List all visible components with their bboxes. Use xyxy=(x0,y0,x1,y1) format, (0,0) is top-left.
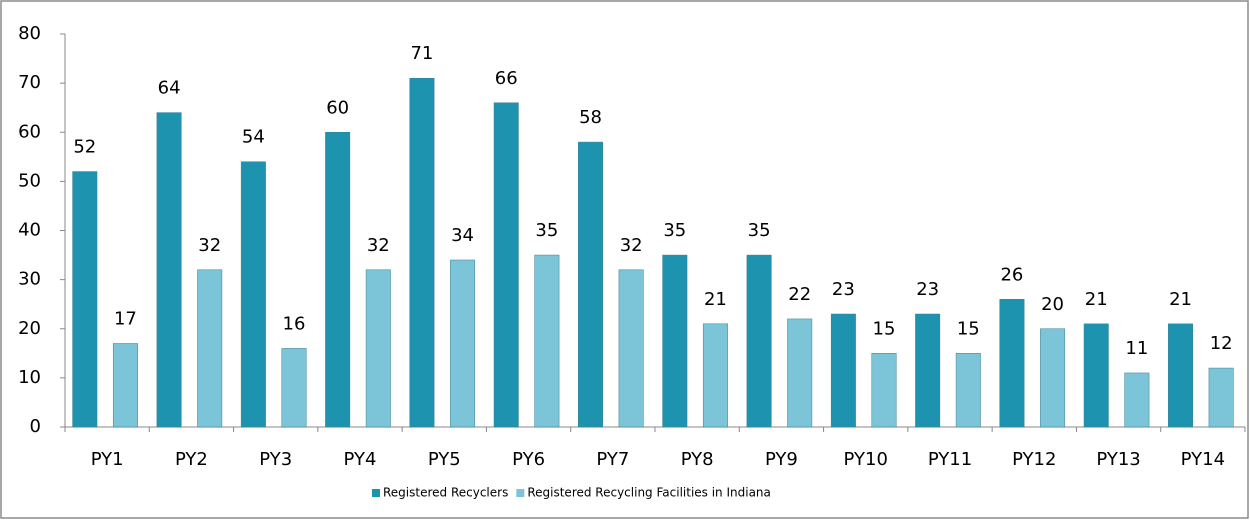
data-label: 32 xyxy=(198,235,221,256)
data-label: 15 xyxy=(957,318,980,339)
bar xyxy=(493,102,519,428)
bar xyxy=(112,343,138,428)
y-tick-label: 80 xyxy=(18,23,41,44)
bar xyxy=(915,313,941,428)
bar xyxy=(746,254,772,428)
bar xyxy=(1040,328,1066,428)
y-tick-label: 10 xyxy=(18,367,41,388)
legend-label: Registered Recyclers xyxy=(383,486,508,500)
bar xyxy=(156,112,182,428)
bar xyxy=(281,348,307,428)
x-tick-label: PY4 xyxy=(344,449,377,470)
y-tick-label: 0 xyxy=(30,416,41,437)
bar xyxy=(197,269,223,428)
data-label: 54 xyxy=(242,127,265,148)
data-label: 64 xyxy=(158,78,181,99)
bar xyxy=(578,141,603,428)
y-tick-label: 50 xyxy=(18,170,41,191)
legend-label: Registered Recycling Facilities in India… xyxy=(527,486,771,500)
y-tick-label: 70 xyxy=(18,72,41,93)
x-tick-label: PY9 xyxy=(765,449,798,470)
x-tick-label: PY7 xyxy=(596,449,629,470)
bar xyxy=(450,259,476,428)
bar xyxy=(325,132,351,428)
data-label: 22 xyxy=(788,284,811,305)
x-tick-label: PY5 xyxy=(428,449,461,470)
bar xyxy=(1083,323,1109,428)
bar xyxy=(702,323,728,428)
data-label: 71 xyxy=(410,43,433,64)
y-tick-label: 40 xyxy=(18,220,41,241)
x-tick-label: PY8 xyxy=(681,449,714,470)
data-label: 15 xyxy=(873,318,896,339)
bar xyxy=(830,313,856,428)
data-label: 26 xyxy=(1000,264,1023,285)
bar xyxy=(662,254,688,428)
data-label: 12 xyxy=(1210,333,1233,354)
x-tick-label: PY13 xyxy=(1096,449,1140,470)
x-tick-label: PY3 xyxy=(259,449,292,470)
x-tick-label: PY10 xyxy=(844,449,888,470)
data-label: 16 xyxy=(283,313,306,334)
x-tick-label: PY2 xyxy=(175,449,208,470)
bar xyxy=(72,171,98,428)
x-tick-label: PY12 xyxy=(1012,449,1056,470)
bar xyxy=(999,299,1025,428)
data-label: 17 xyxy=(114,308,137,329)
bar xyxy=(1124,372,1150,428)
bar xyxy=(1208,367,1234,428)
data-label: 23 xyxy=(832,279,855,300)
data-label: 66 xyxy=(495,68,518,89)
data-label: 32 xyxy=(367,235,390,256)
bar xyxy=(534,254,560,428)
data-label: 20 xyxy=(1041,294,1064,315)
legend-marker xyxy=(516,489,525,497)
bar xyxy=(618,269,644,428)
bar xyxy=(787,318,813,428)
x-tick-label: PY14 xyxy=(1181,449,1225,470)
y-tick-label: 20 xyxy=(18,318,41,339)
x-tick-label: PY1 xyxy=(91,449,124,470)
bar xyxy=(955,353,981,428)
data-label: 52 xyxy=(73,137,96,158)
data-label: 23 xyxy=(916,279,939,300)
data-label: 34 xyxy=(451,225,474,246)
data-label: 32 xyxy=(620,235,643,256)
legend-marker xyxy=(372,489,380,497)
bar xyxy=(365,269,391,428)
x-tick-label: PY11 xyxy=(928,449,972,470)
data-label: 11 xyxy=(1125,338,1148,359)
bar xyxy=(240,161,266,428)
data-label: 35 xyxy=(748,220,771,241)
x-tick-label: PY6 xyxy=(512,449,545,470)
data-label: 21 xyxy=(1169,289,1192,310)
data-label: 35 xyxy=(663,220,686,241)
y-tick-label: 30 xyxy=(18,269,41,290)
data-label: 21 xyxy=(704,289,727,310)
data-label: 60 xyxy=(326,97,349,118)
bar xyxy=(871,353,897,428)
bar xyxy=(409,77,435,428)
data-label: 58 xyxy=(579,107,602,128)
data-label: 35 xyxy=(535,220,558,241)
y-tick-label: 60 xyxy=(18,121,41,142)
bar xyxy=(1168,323,1193,428)
data-label: 21 xyxy=(1085,289,1108,310)
